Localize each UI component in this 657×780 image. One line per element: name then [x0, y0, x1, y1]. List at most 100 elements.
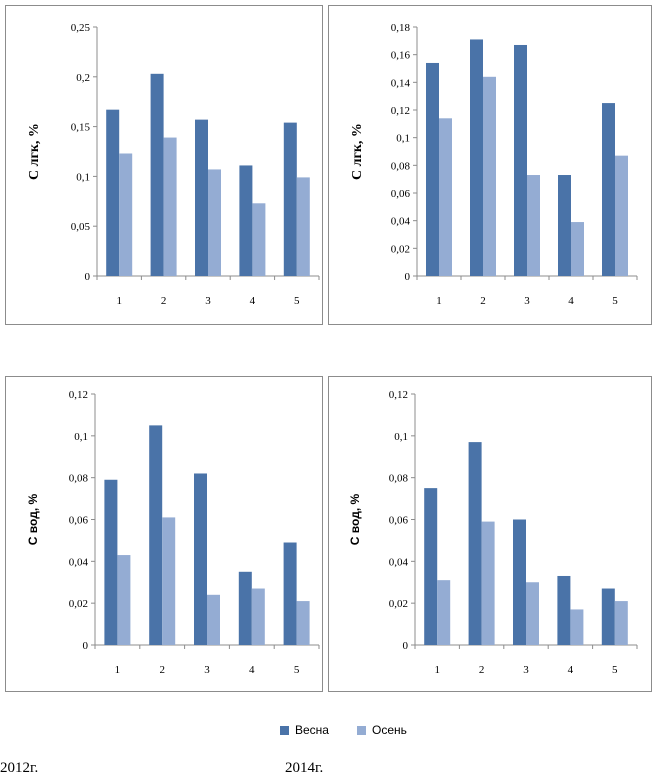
x-tick-label: 4 — [250, 295, 256, 307]
bar-spring — [513, 519, 526, 645]
bar-autumn — [527, 175, 540, 276]
chart-svg: 0 0,02 0,04 0,06 0,08 0,1 0,12 1 2 3 4 5 С вод, % — [348, 389, 638, 676]
x-tick-label: 4 — [568, 664, 574, 676]
legend-item-autumn: Осень — [356, 723, 407, 737]
chart-svg: 0 0,05 0,1 0,15 0,2 0,25 1 2 3 4 5 С лгк, % — [27, 22, 320, 307]
y-tick-label: 0,2 — [76, 72, 90, 84]
bar-spring — [514, 44, 527, 276]
x-tick-label: 3 — [205, 295, 211, 307]
y-tick-label: 0,04 — [389, 556, 409, 568]
y-tick-label: 0,06 — [69, 515, 89, 527]
bar-autumn — [207, 594, 220, 645]
bar-spring — [470, 39, 483, 277]
bar-spring — [239, 165, 253, 276]
y-tick-label: 0,1 — [76, 171, 90, 183]
bar-spring — [150, 73, 164, 276]
chart-svg: 0 0,02 0,04 0,06 0,08 0,1 0,12 1 2 3 4 5 С вод, % — [26, 389, 320, 676]
y-tick-label: 0,05 — [71, 221, 91, 233]
y-tick-label: 0,08 — [389, 473, 409, 485]
y-tick-label: 0,1 — [396, 133, 410, 145]
y-tick-label: 0,08 — [391, 160, 411, 172]
y-tick-label: 0,12 — [391, 105, 410, 117]
bar-spring — [104, 479, 118, 645]
y-tick-label: 0,14 — [391, 77, 411, 89]
y-tick-label: 0 — [405, 271, 411, 283]
bar-spring — [194, 473, 207, 645]
bar-autumn — [481, 521, 495, 645]
y-tick-label: 0,12 — [389, 389, 408, 401]
x-tick-label: 1 — [115, 664, 121, 676]
y-tick-label: 0,15 — [71, 122, 91, 134]
y-tick-label: 0,25 — [71, 22, 91, 34]
legend-label-spring: Весна — [295, 723, 329, 737]
y-tick-label: 0 — [403, 640, 409, 652]
y-tick-label: 0,04 — [69, 556, 89, 568]
chart-panel-lgk-2012: 0 0,05 0,1 0,15 0,2 0,25 1 2 3 4 5 С лгк, % — [5, 5, 323, 325]
chart-svg: 0 0,02 0,04 0,06 0,08 0,1 0,12 0,14 0,16 0,18 1 2 3 4… — [350, 22, 638, 307]
x-tick-label: 3 — [204, 664, 210, 676]
bar-autumn — [437, 580, 451, 645]
legend-label-autumn: Осень — [371, 723, 407, 737]
bar-spring — [601, 588, 615, 645]
caption-year-right: 2014г. — [285, 760, 324, 776]
y-tick-label: 0,02 — [69, 598, 88, 610]
bar-autumn — [296, 601, 310, 645]
bar-spring — [468, 442, 482, 645]
bar-spring — [238, 571, 252, 645]
bar-autumn — [483, 76, 496, 276]
x-tick-label: 1 — [116, 295, 122, 307]
bar-spring — [424, 488, 438, 645]
bar-autumn — [163, 137, 177, 276]
legend-swatch-spring — [280, 725, 289, 735]
bar-spring — [149, 425, 163, 645]
bar-spring — [106, 109, 120, 276]
y-axis-label: С лгк, % — [27, 123, 42, 180]
y-tick-label: 0,12 — [69, 389, 88, 401]
y-axis-label: С вод, % — [26, 494, 40, 546]
y-tick-label: 0,1 — [74, 431, 88, 443]
bar-autumn — [251, 588, 265, 645]
y-tick-label: 0,16 — [391, 50, 411, 62]
x-tick-label: 5 — [294, 295, 300, 307]
legend-swatch-autumn — [356, 725, 366, 735]
y-axis-label: С вод, % — [348, 494, 362, 546]
bar-spring — [283, 542, 297, 645]
x-tick-label: 5 — [612, 664, 618, 676]
y-axis-label: С лгк, % — [350, 123, 365, 180]
bar-autumn — [119, 153, 133, 276]
bar-autumn — [570, 609, 584, 645]
legend-item-spring: Весна — [280, 723, 329, 737]
y-tick-label: 0,18 — [391, 22, 411, 34]
x-tick-label: 2 — [480, 295, 486, 307]
bar-autumn — [571, 222, 584, 276]
y-tick-label: 0 — [83, 640, 89, 652]
x-tick-label: 2 — [161, 295, 167, 307]
chart-panel-vod-2012: 0 0,02 0,04 0,06 0,08 0,1 0,12 1 2 3 4 5 С вод, % — [5, 376, 323, 692]
y-tick-label: 0,06 — [391, 188, 411, 200]
x-tick-label: 3 — [524, 295, 530, 307]
bar-spring — [557, 575, 571, 645]
y-tick-label: 0,02 — [391, 243, 410, 255]
bar-autumn — [117, 555, 131, 645]
x-tick-label: 1 — [436, 295, 442, 307]
bar-autumn — [162, 517, 176, 645]
caption-year-left: 2012г. — [0, 760, 39, 776]
bar-autumn — [526, 582, 539, 645]
y-tick-label: 0,1 — [394, 431, 408, 443]
y-tick-label: 0,04 — [391, 216, 411, 228]
y-tick-label: 0,06 — [389, 515, 409, 527]
x-tick-label: 5 — [294, 664, 300, 676]
bar-autumn — [614, 601, 628, 645]
bar-spring — [558, 175, 571, 276]
y-tick-label: 0,02 — [389, 598, 408, 610]
bar-autumn — [252, 203, 266, 276]
bar-autumn — [439, 118, 452, 276]
chart-legend: Весна Осень — [280, 722, 435, 738]
bar-spring — [195, 119, 208, 277]
x-tick-label: 2 — [159, 664, 165, 676]
x-tick-label: 3 — [523, 664, 529, 676]
chart-panel-vod-2014: 0 0,02 0,04 0,06 0,08 0,1 0,12 1 2 3 4 5 С вод, % — [328, 376, 652, 692]
chart-panel-lgk-2014: 0 0,02 0,04 0,06 0,08 0,1 0,12 0,14 0,16 0,18 1 2 3 4… — [328, 5, 652, 325]
x-tick-label: 5 — [612, 295, 618, 307]
bar-autumn — [296, 177, 310, 276]
